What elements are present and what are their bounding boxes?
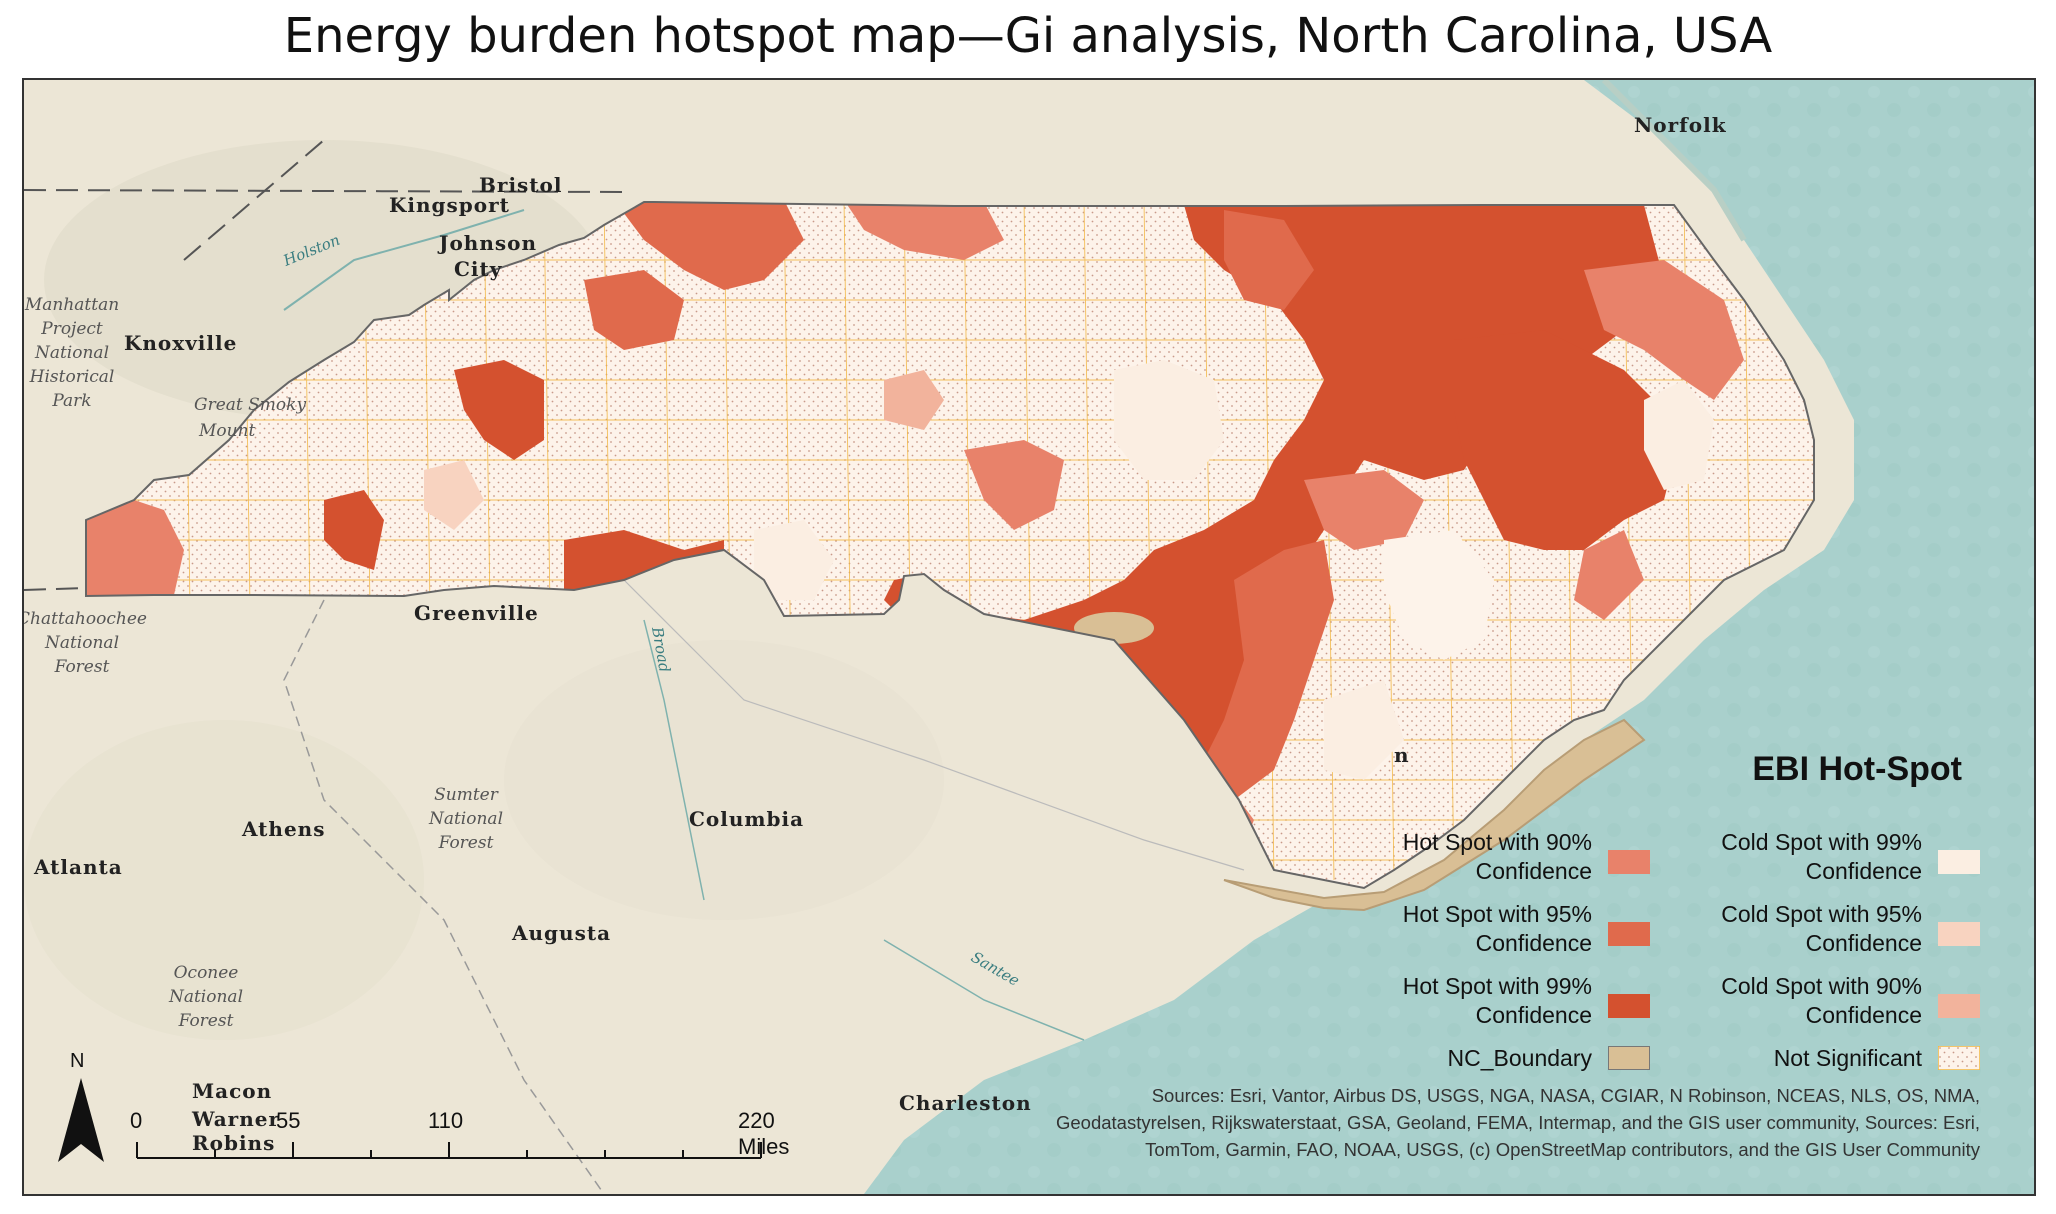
legend-title: EBI Hot-Spot [1752,750,1962,788]
map-title: Energy burden hotspot map—Gi analysis, N… [283,8,1773,64]
label-columbia: Columbia [689,807,804,831]
map-frame[interactable]: Norfolk Bristol Kingsport Johnson City K… [22,78,2036,1196]
legend-swatch [1608,994,1650,1018]
legend-label: Confidence [1475,1002,1592,1028]
legend-item-hot-90: Hot Spot with 90% Confidence [1350,828,1650,888]
svg-text:Project: Project [40,319,103,339]
legend-label: Confidence [1805,858,1922,884]
legend-swatch [1608,1046,1650,1070]
map-sources: Sources: Esri, Vantor, Airbus DS, USGS, … [1010,1082,1980,1163]
svg-text:Manhattan: Manhattan [24,295,119,315]
svg-text:Mount: Mount [198,421,256,441]
svg-text:Forest: Forest [54,657,110,677]
legend-swatch [1938,994,1980,1018]
legend-item-cold-99: Cold Spot with 99% Confidence [1680,828,1980,888]
north-label: N [70,1050,85,1072]
label-greenville: Greenville [414,601,539,625]
label-atlanta: Atlanta [33,855,123,879]
legend-item-hot-95: Hot Spot with 95% Confidence [1350,900,1650,960]
svg-text:National: National [428,809,503,829]
legend-label: Confidence [1805,1002,1922,1028]
label-athens: Athens [241,817,325,841]
sources-line: Sources: Esri, Vantor, Airbus DS, USGS, … [1151,1085,1980,1106]
legend-label: Hot Spot with 99% [1402,973,1592,999]
svg-text:Historical: Historical [29,367,115,387]
svg-text:National: National [168,987,243,1007]
legend-item-hot-99: Hot Spot with 99% Confidence [1350,972,1650,1032]
scale-bar: 0 55 110 220 Miles [130,1100,789,1170]
legend-label: Cold Spot with 95% [1721,901,1922,927]
svg-text:National: National [44,633,119,653]
scale-ticks [136,1142,762,1159]
svg-text:Park: Park [51,391,91,411]
label-augusta: Augusta [511,921,611,945]
label-knoxville: Knoxville [124,331,237,355]
legend-label: Confidence [1475,930,1592,956]
label-kingsport: Kingsport [389,193,510,217]
scale-label-110: 110 [428,1108,464,1133]
svg-text:Chattahoochee: Chattahoochee [24,609,147,629]
svg-text:Oconee: Oconee [174,963,239,983]
label-norfolk: Norfolk [1634,113,1727,137]
legend-swatch [1608,850,1650,874]
label-city: City [454,257,503,281]
legend-label: Hot Spot with 95% [1402,901,1592,927]
legend: EBI Hot-Spot Hot Spot with 90% Confidence… [1350,740,1990,1080]
label-johnson: Johnson [437,231,537,255]
label-charleston: Charleston [899,1091,1032,1115]
label-great-smoky: Great Smoky Mount [194,395,306,441]
legend-swatch [1938,922,1980,946]
svg-text:Forest: Forest [178,1011,234,1031]
svg-text:Sumter: Sumter [434,785,499,805]
legend-item-nc-boundary: NC_Boundary [1350,1044,1650,1104]
legend-label: Cold Spot with 99% [1721,829,1922,855]
label-macon: Macon [192,1079,272,1103]
legend-label: Cold Spot with 90% [1721,973,1922,999]
label-sumter: Sumter National Forest [428,785,503,853]
svg-text:National: National [34,343,109,363]
legend-label: NC_Boundary [1447,1045,1592,1071]
map-canvas[interactable]: Norfolk Bristol Kingsport Johnson City K… [24,80,2034,1194]
label-oconee: Oconee National Forest [168,963,243,1031]
legend-item-not-significant: Not Significant [1680,1044,1980,1104]
legend-swatch [1938,1046,1980,1070]
legend-label: Hot Spot with 90% [1402,829,1592,855]
legend-swatch [1938,850,1980,874]
legend-item-cold-95: Cold Spot with 95% Confidence [1680,900,1980,960]
label-warner: Warner [191,1107,280,1131]
svg-text:Great Smoky: Great Smoky [194,395,306,415]
legend-item-cold-90: Cold Spot with 90% Confidence [1680,972,1980,1032]
legend-label: Confidence [1475,858,1592,884]
label-wilmington: n [1394,743,1410,767]
svg-text:Forest: Forest [438,833,494,853]
legend-label: Confidence [1805,930,1922,956]
scale-label-55: 55 [276,1108,301,1133]
label-chattahoochee: Chattahoochee National Forest [24,609,147,677]
label-robins: Robins [192,1131,275,1155]
north-arrow-icon [58,1078,104,1162]
label-manhattan-project: Manhattan Project National Historical Pa… [24,295,119,411]
sources-line: TomTom, Garmin, FAO, NOAA, USGS, (c) Ope… [1145,1139,1980,1160]
label-bristol: Bristol [479,173,562,197]
sources-line: Geodatastyrelsen, Rijkswaterstaat, GSA, … [1055,1112,1980,1133]
legend-label: Not Significant [1773,1045,1922,1071]
scale-label-0: 0 [130,1108,143,1133]
scale-label-220: 220 Miles [738,1108,790,1159]
legend-swatch [1608,922,1650,946]
